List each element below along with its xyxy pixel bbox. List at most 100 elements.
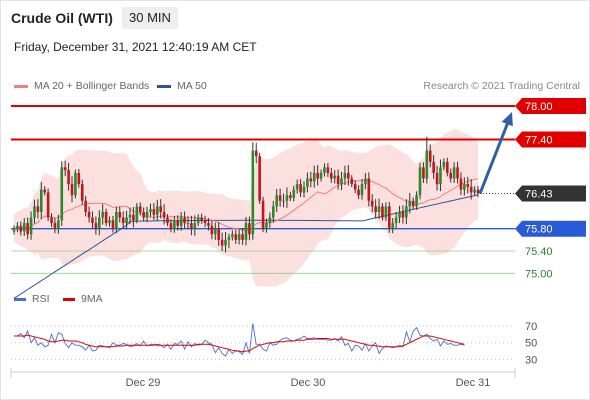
candle-body — [282, 200, 285, 202]
level-badge-0 — [515, 98, 586, 114]
candle-body — [104, 211, 108, 224]
candle-body — [87, 211, 91, 218]
rsi-level-label-1: 50 — [525, 338, 537, 350]
candle-body — [63, 167, 67, 171]
candle-body — [53, 223, 57, 229]
legend-rsi: RSI — [14, 293, 50, 305]
candle-body — [381, 206, 384, 218]
timeframe-button[interactable]: 30 MIN — [122, 7, 178, 29]
level-label-5: 75.00 — [525, 268, 553, 280]
candle-body — [306, 178, 309, 187]
candle-body — [292, 189, 296, 199]
candle-body — [57, 220, 60, 229]
candle-body — [67, 170, 70, 185]
candle-body — [418, 167, 422, 196]
candle-body — [456, 167, 459, 179]
candle-body — [466, 184, 470, 187]
candle-body — [33, 206, 36, 218]
candle-body — [394, 217, 398, 224]
candle-body — [135, 206, 139, 221]
candle-body — [91, 217, 94, 224]
candle-body — [118, 211, 122, 218]
candle-body — [278, 195, 282, 201]
level-label-1: 77.40 — [525, 134, 553, 146]
candle-body — [398, 211, 401, 218]
candle-body — [39, 189, 43, 212]
candle-body — [271, 206, 275, 218]
candle-body — [125, 217, 128, 224]
candle-body — [449, 172, 453, 179]
candle-body — [183, 217, 186, 224]
candle-body — [285, 195, 289, 201]
candle-body — [80, 184, 84, 201]
legend-ma20: MA 20 + Bollinger Bands — [14, 80, 149, 92]
candle-body — [97, 217, 101, 229]
candle-body — [268, 217, 272, 224]
candle-body — [203, 220, 207, 224]
ma50-swatch — [157, 84, 171, 88]
candle-body — [237, 234, 241, 240]
candle-body — [261, 200, 265, 229]
candle-body — [360, 184, 364, 196]
candle-body — [251, 150, 255, 235]
candle-body — [401, 211, 405, 218]
candle-body — [108, 220, 111, 224]
candle-body — [435, 172, 439, 185]
rsi-level-label-0: 70 — [525, 321, 537, 333]
candle-body — [196, 217, 200, 224]
candle-body — [190, 223, 193, 229]
candle-body — [19, 225, 23, 232]
candle-body — [43, 189, 47, 193]
candle-body — [377, 206, 381, 212]
candle-body — [445, 161, 449, 173]
forecast-arrow-head — [501, 112, 513, 127]
candle-body — [275, 195, 279, 207]
candle-body — [364, 178, 367, 185]
candle-body — [353, 184, 357, 190]
candle-body — [319, 172, 323, 179]
candle-body — [422, 167, 425, 179]
x-tick-label-0: Dec 29 — [126, 377, 161, 389]
candle-body — [145, 211, 149, 218]
candle-body — [326, 167, 330, 173]
candle-body — [350, 178, 354, 185]
candle-body — [302, 186, 306, 193]
candle-body — [70, 184, 74, 196]
candle-body — [312, 172, 316, 182]
candles — [12, 136, 480, 253]
candle-body — [476, 189, 480, 194]
candle-body — [439, 167, 442, 185]
candle-body — [289, 195, 292, 199]
candle-body — [329, 172, 333, 179]
bollinger-band — [14, 128, 478, 287]
rsi-ma-label: 9MA — [81, 293, 103, 305]
candle-body — [234, 234, 238, 240]
candle-body — [169, 223, 173, 229]
candle-body — [50, 217, 53, 224]
candle-body — [432, 161, 435, 173]
candle-body — [84, 200, 87, 212]
candle-body — [162, 211, 166, 218]
candle-body — [248, 223, 251, 235]
candle-body — [473, 189, 476, 193]
level-label-2: 76.43 — [525, 189, 553, 201]
rsi-level-label-2: 30 — [525, 354, 537, 366]
candle-body — [309, 178, 313, 182]
candle-body — [220, 239, 224, 246]
candle-body — [186, 223, 190, 225]
candle-body — [36, 206, 40, 212]
candle-body — [166, 217, 169, 224]
candle-body — [210, 225, 214, 235]
candle-body — [224, 239, 227, 246]
candle-body — [77, 172, 81, 185]
candle-body — [340, 178, 343, 185]
candle-body — [357, 189, 360, 196]
candle-body — [46, 192, 50, 218]
candle-body — [155, 206, 159, 215]
candle-body — [336, 175, 340, 185]
candle-body — [333, 175, 337, 179]
rsi-label: RSI — [32, 293, 50, 305]
candle-body — [200, 217, 203, 221]
rsi-swatch — [14, 297, 26, 301]
